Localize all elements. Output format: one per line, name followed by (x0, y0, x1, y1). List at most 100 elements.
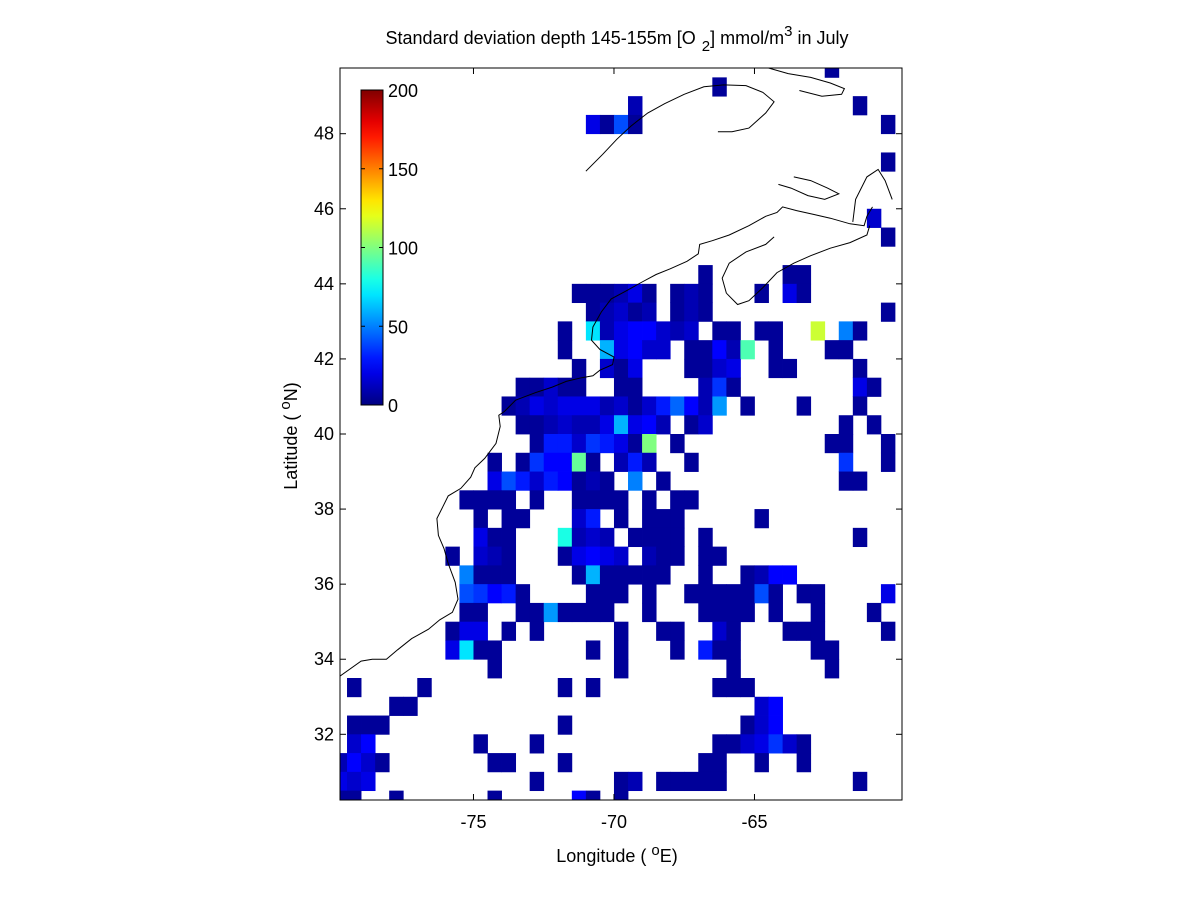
heatmap-cell (389, 790, 404, 800)
heatmap-cell (838, 321, 854, 341)
heatmap-cell (670, 396, 685, 416)
heatmap-cell (529, 734, 545, 754)
heatmap-cell (613, 659, 629, 679)
heatmap-cell (571, 415, 587, 435)
heatmap-cell (838, 434, 854, 454)
heatmap-cell (599, 490, 615, 510)
heatmap-cell (754, 509, 769, 529)
colorbar-tick-label: 150 (388, 160, 418, 180)
heatmap-cell (698, 584, 713, 604)
title-text: Standard deviation depth 145-155m [O (386, 28, 696, 48)
heatmap-cell (557, 471, 573, 491)
heatmap-cell (754, 584, 769, 604)
y-tick-label: 34 (314, 649, 334, 669)
heatmap-cell (459, 602, 474, 623)
heatmap-cell (880, 452, 896, 472)
heatmap-cell (726, 621, 741, 641)
heatmap-cell (459, 584, 474, 604)
heatmap-cell (375, 753, 390, 773)
heatmap-cell (670, 546, 685, 566)
heatmap-cell (585, 114, 601, 135)
heatmap-cell (796, 396, 812, 416)
heatmap-cell (571, 396, 587, 416)
heatmap-cell (768, 696, 783, 716)
heatmap-cell (515, 471, 531, 491)
heatmap-cell (698, 527, 713, 548)
heatmap-cell (670, 490, 685, 510)
x-axis-label: Longitude ( oE) (556, 842, 677, 866)
y-tick-label: 42 (314, 349, 334, 369)
heatmap-cell (515, 396, 531, 416)
y-label-text: Latitude ( (281, 410, 301, 490)
heatmap-cell (824, 640, 840, 660)
heatmap-cell (642, 283, 657, 304)
coastline-segment (340, 206, 873, 677)
heatmap-cell (613, 509, 629, 529)
heatmap-cell (529, 377, 545, 397)
heatmap-cell (361, 734, 376, 754)
heatmap-cell (726, 640, 741, 660)
heatmap-cell (599, 602, 615, 623)
heatmap-cell (754, 283, 769, 304)
heatmap-cell (557, 546, 573, 566)
heatmap-cell (628, 415, 643, 435)
heatmap-cell (613, 434, 629, 454)
title-text-suffix: in July (792, 28, 848, 48)
heatmap-cell (698, 265, 713, 285)
heatmap-cell (628, 358, 643, 379)
colorbar-tick-label: 200 (388, 81, 418, 101)
coastline-segment (778, 176, 841, 200)
coastline-segment (721, 236, 775, 294)
y-tick-label: 32 (314, 724, 334, 744)
heatmap-cell (501, 490, 517, 510)
heatmap-cell (670, 283, 685, 304)
heatmap-cell (768, 340, 783, 360)
heatmap-cell (557, 452, 573, 472)
heatmap-cell (656, 621, 671, 641)
heatmap-cell (656, 509, 671, 529)
heatmap-cell (361, 753, 376, 773)
heatmap-cell (515, 602, 531, 623)
heatmap-cell (852, 396, 868, 416)
heatmap-cell (417, 678, 432, 698)
heatmap-cell (599, 546, 615, 566)
heatmap-cell (585, 471, 601, 491)
heatmap-cell (557, 434, 573, 454)
heatmap-cell (571, 790, 587, 800)
heatmap-cell (613, 302, 629, 322)
heatmap-cell (712, 321, 727, 341)
heatmap-cell (515, 415, 531, 435)
heatmap-cell (529, 471, 545, 491)
heatmap-cell (543, 396, 559, 416)
heatmap-cell (628, 434, 643, 454)
heatmap-cell (698, 753, 713, 773)
heatmap-cell (838, 340, 854, 360)
heatmap-cell (796, 734, 812, 754)
heatmap-cell (656, 471, 671, 491)
y-tick-label: 36 (314, 574, 334, 594)
heatmap-cell (529, 415, 545, 435)
x-tick-label: -65 (741, 812, 767, 832)
heatmap-cell (543, 434, 559, 454)
plot-area (340, 68, 896, 800)
heatmap-cells (340, 68, 896, 800)
heatmap-cell (642, 490, 657, 510)
heatmap-cell (852, 321, 868, 341)
heatmap-cell (712, 584, 727, 604)
heatmap-cell (768, 565, 783, 585)
heatmap-cell (698, 283, 713, 304)
heatmap-cell (529, 490, 545, 510)
heatmap-cell (642, 321, 657, 341)
heatmap-cell (487, 471, 502, 491)
heatmap-cell (529, 621, 545, 641)
heatmap-cell (670, 434, 685, 454)
heatmap-cell (599, 114, 615, 135)
heatmap-cell (628, 565, 643, 585)
heatmap-cell (347, 734, 362, 754)
heatmap-cell (782, 621, 798, 641)
heatmap-cell (880, 434, 896, 454)
title-superscript: 3 (784, 23, 792, 40)
heatmap-cell (880, 227, 896, 247)
heatmap-cell (599, 302, 615, 322)
heatmap-cell (340, 771, 348, 792)
